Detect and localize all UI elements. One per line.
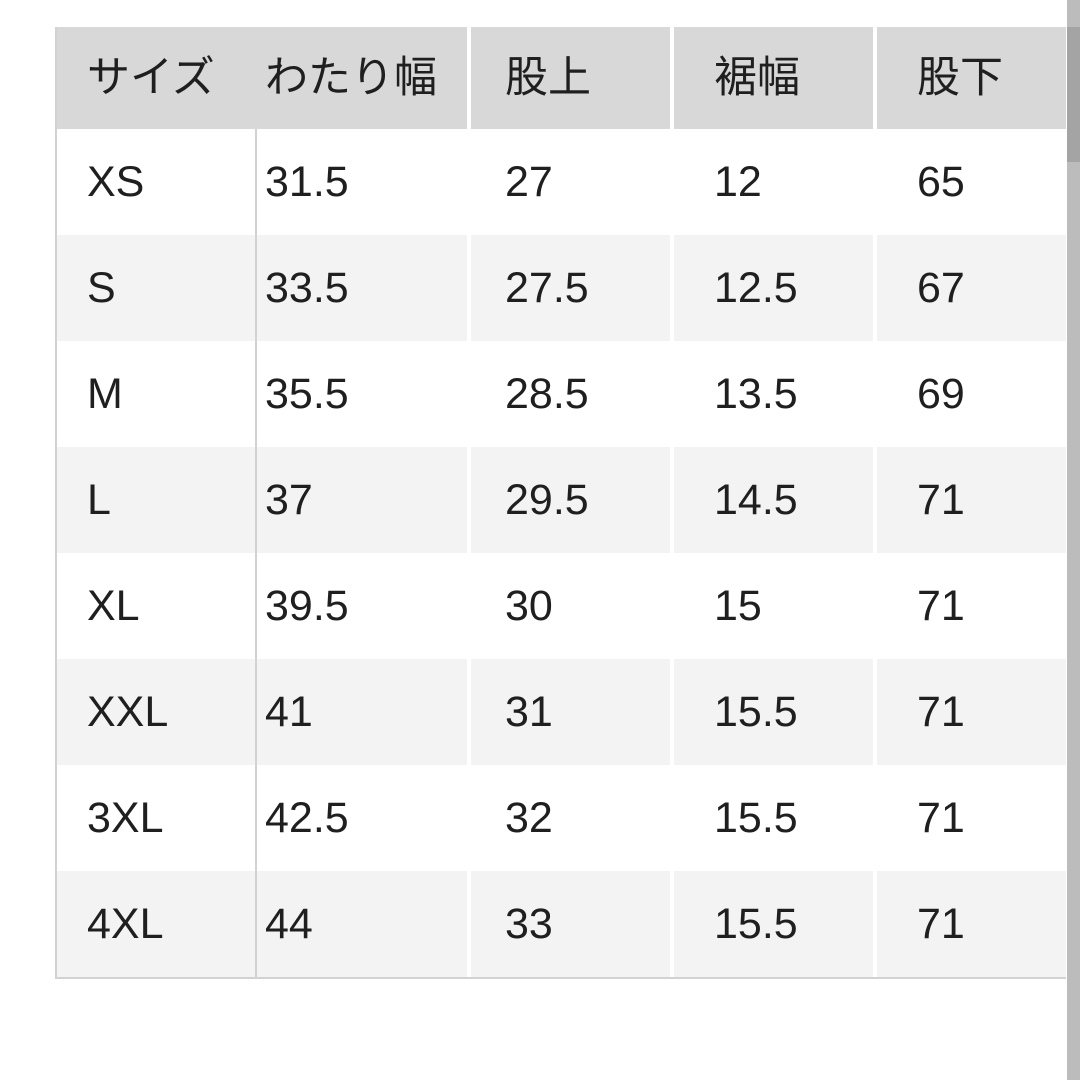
size-cell: XXL <box>57 659 255 765</box>
table-row: M 35.5 28.5 13.5 69 <box>57 341 1066 447</box>
header-row: サイズ わたり幅 股上 裾幅 股下 <box>57 27 1066 129</box>
cell-value: 44 <box>255 871 467 977</box>
cell-value: 71 <box>873 871 1066 977</box>
cell-value: 12 <box>670 129 873 235</box>
cell-value: 41 <box>255 659 467 765</box>
size-cell: 3XL <box>57 765 255 871</box>
cell-value: 33 <box>467 871 670 977</box>
size-cell: XS <box>57 129 255 235</box>
cell-value: 32 <box>467 765 670 871</box>
cell-value: 31.5 <box>255 129 467 235</box>
table-row: XXL 41 31 15.5 71 <box>57 659 1066 765</box>
cell-value: 15.5 <box>670 871 873 977</box>
cell-value: 67 <box>873 235 1066 341</box>
table-row: 4XL 44 33 15.5 71 <box>57 871 1066 977</box>
column-header-thigh-width: わたり幅 <box>255 27 467 129</box>
cell-value: 37 <box>255 447 467 553</box>
cell-value: 65 <box>873 129 1066 235</box>
size-cell: M <box>57 341 255 447</box>
scrollbar-track[interactable] <box>1067 0 1080 1080</box>
cell-value: 14.5 <box>670 447 873 553</box>
table-row: 3XL 42.5 32 15.5 71 <box>57 765 1066 871</box>
cell-value: 71 <box>873 553 1066 659</box>
cell-value: 69 <box>873 341 1066 447</box>
table-row: XL 39.5 30 15 71 <box>57 553 1066 659</box>
cell-value: 39.5 <box>255 553 467 659</box>
table-row: XS 31.5 27 12 65 <box>57 129 1066 235</box>
cell-value: 27 <box>467 129 670 235</box>
cell-value: 71 <box>873 659 1066 765</box>
cell-value: 30 <box>467 553 670 659</box>
cell-value: 31 <box>467 659 670 765</box>
size-cell: L <box>57 447 255 553</box>
cell-value: 29.5 <box>467 447 670 553</box>
column-header-size: サイズ <box>57 27 255 129</box>
cell-value: 15.5 <box>670 659 873 765</box>
cell-value: 71 <box>873 447 1066 553</box>
cell-value: 13.5 <box>670 341 873 447</box>
cell-value: 33.5 <box>255 235 467 341</box>
cell-value: 15 <box>670 553 873 659</box>
table-row: L 37 29.5 14.5 71 <box>57 447 1066 553</box>
size-cell: S <box>57 235 255 341</box>
size-table: サイズ わたり幅 股上 裾幅 股下 XS 31.5 27 12 65 S 33.… <box>55 27 1066 979</box>
cell-value: 15.5 <box>670 765 873 871</box>
size-cell: 4XL <box>57 871 255 977</box>
column-header-inseam: 股下 <box>873 27 1066 129</box>
cell-value: 12.5 <box>670 235 873 341</box>
scrollbar-thumb[interactable] <box>1067 27 1080 162</box>
column-header-hem-width: 裾幅 <box>670 27 873 129</box>
table-row: S 33.5 27.5 12.5 67 <box>57 235 1066 341</box>
cell-value: 71 <box>873 765 1066 871</box>
size-cell: XL <box>57 553 255 659</box>
cell-value: 27.5 <box>467 235 670 341</box>
cell-value: 35.5 <box>255 341 467 447</box>
cell-value: 42.5 <box>255 765 467 871</box>
cell-value: 28.5 <box>467 341 670 447</box>
column-header-rise: 股上 <box>467 27 670 129</box>
